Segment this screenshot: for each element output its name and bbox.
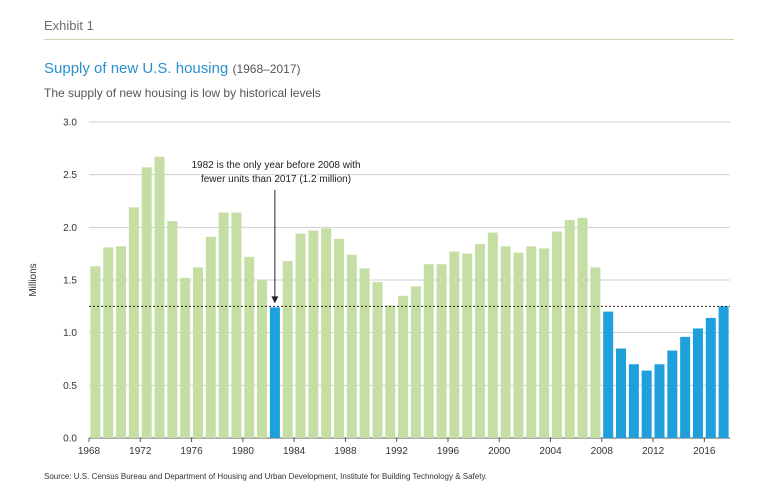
- bar-2002: [526, 246, 537, 438]
- y-tick-label: 2.0: [63, 223, 77, 234]
- bar-1972: [141, 167, 152, 438]
- bar-1996: [449, 251, 460, 438]
- bar-1982: [269, 307, 280, 438]
- bar-1987: [333, 238, 344, 438]
- x-tick-label: 2004: [539, 446, 562, 457]
- bar-1976: [192, 267, 203, 438]
- bar-2010: [628, 364, 639, 438]
- bar-2007: [590, 267, 601, 438]
- exhibit-label: Exhibit 1: [44, 18, 94, 33]
- x-tick-label: 2012: [642, 446, 665, 457]
- x-tick-label: 2000: [488, 446, 511, 457]
- chart-title-text: Supply of new U.S. housing: [44, 60, 229, 77]
- chart-title: Supply of new U.S. housing (1968–2017): [44, 60, 301, 77]
- x-tick-label: 2016: [693, 446, 716, 457]
- annotation-line-1: 1982 is the only year before 2008 with: [192, 160, 361, 171]
- y-tick-label: 1.0: [63, 328, 77, 339]
- bar-2012: [654, 364, 665, 438]
- bar-1998: [475, 244, 486, 438]
- header-divider: [44, 39, 734, 40]
- bar-2003: [539, 248, 550, 438]
- bar-2000: [500, 246, 511, 438]
- annotation-arrowhead: [271, 296, 279, 304]
- source-note: Source: U.S. Census Bureau and Departmen…: [44, 472, 488, 481]
- bar-1997: [462, 253, 473, 438]
- bar-1973: [154, 156, 165, 438]
- chart-subtitle: The supply of new housing is low by hist…: [44, 86, 321, 100]
- x-tick-label: 1992: [386, 446, 409, 457]
- bar-1983: [282, 261, 293, 438]
- bar-1968: [90, 266, 101, 438]
- bar-1986: [321, 228, 332, 438]
- bar-2009: [616, 348, 627, 438]
- bar-2014: [680, 336, 691, 438]
- bar-1971: [128, 207, 139, 438]
- bar-1970: [116, 246, 127, 438]
- bar-2017: [718, 306, 729, 438]
- bar-1993: [410, 286, 421, 438]
- x-tick-label: 1988: [334, 446, 357, 457]
- bar-1979: [231, 212, 242, 438]
- bar-1981: [257, 280, 268, 438]
- bar-1999: [487, 232, 498, 438]
- y-axis: 0.0 0.5 1.0 1.5 2.0 2.5 3.0: [63, 118, 77, 445]
- bar-1984: [295, 233, 306, 438]
- bar-2001: [513, 252, 524, 438]
- y-tick-label: 0.5: [63, 381, 77, 392]
- bar-2011: [641, 370, 652, 438]
- bar-1995: [436, 264, 447, 438]
- y-axis-label: Millions: [28, 263, 39, 296]
- x-tick-label: 1984: [283, 446, 306, 457]
- annotation: 1982 is the only year before 2008 with f…: [192, 160, 361, 304]
- x-axis: 1968 1972 1976 1980 1984 1988 1992 1996 2000 2004…: [78, 438, 716, 457]
- bar-1974: [167, 221, 178, 438]
- chart-title-years: (1968–2017): [232, 62, 301, 76]
- bar-2013: [667, 350, 678, 438]
- bar-1975: [180, 277, 191, 438]
- bar-1969: [103, 247, 114, 438]
- x-tick-label: 1968: [78, 446, 101, 457]
- y-tick-label: 0.0: [63, 434, 77, 445]
- x-tick-label: 1980: [232, 446, 255, 457]
- bar-1990: [372, 282, 383, 438]
- bars: [90, 156, 729, 438]
- x-tick-label: 2008: [591, 446, 614, 457]
- x-tick-label: 1976: [180, 446, 203, 457]
- bar-2016: [705, 317, 716, 438]
- y-tick-label: 2.5: [63, 170, 77, 181]
- bar-1977: [205, 236, 216, 438]
- bar-1991: [385, 305, 396, 438]
- bar-1994: [423, 264, 434, 438]
- y-tick-label: 3.0: [63, 118, 77, 129]
- x-tick-label: 1972: [129, 446, 152, 457]
- bar-1978: [218, 212, 229, 438]
- bar-2005: [564, 219, 575, 438]
- bar-1985: [308, 230, 319, 438]
- bar-1989: [359, 268, 370, 438]
- bar-2006: [577, 217, 588, 438]
- bar-2015: [692, 328, 703, 438]
- bar-1980: [244, 256, 255, 438]
- y-tick-label: 1.5: [63, 276, 77, 287]
- bar-2008: [603, 311, 614, 438]
- bar-1992: [398, 295, 409, 438]
- annotation-line-2: fewer units than 2017 (1.2 million): [201, 174, 351, 185]
- bar-2004: [551, 231, 562, 438]
- x-tick-label: 1996: [437, 446, 460, 457]
- bar-1988: [346, 254, 357, 438]
